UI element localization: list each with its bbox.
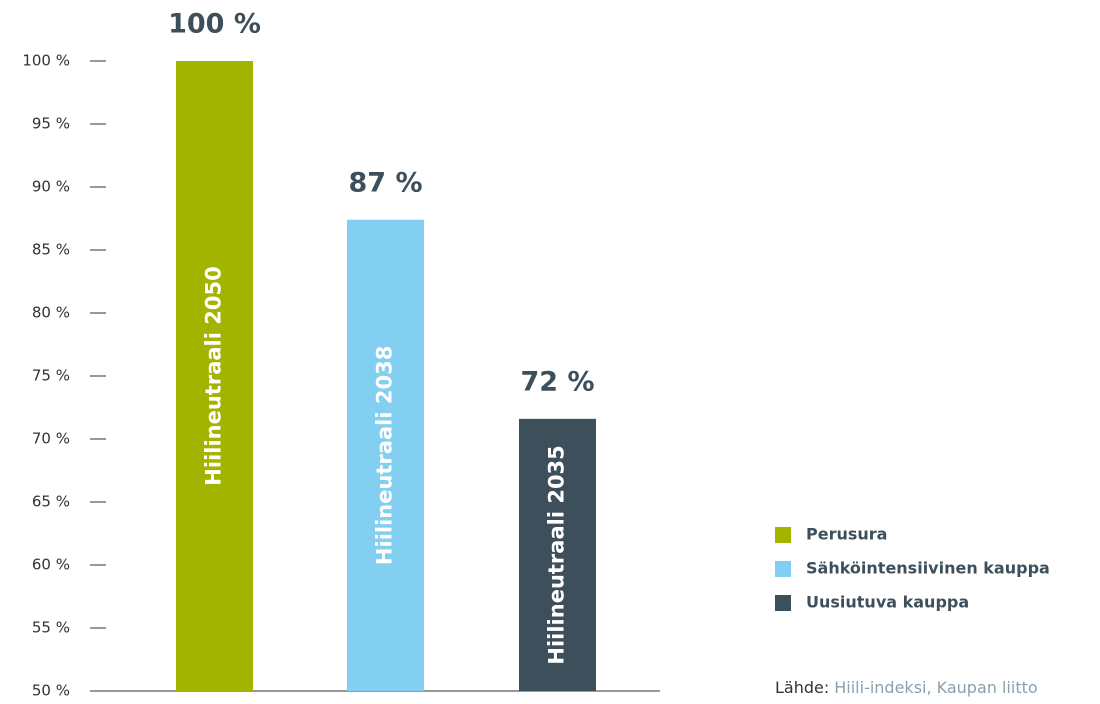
value-label: 87 % <box>348 167 422 198</box>
legend-label: Sähköintensiivinen kauppa <box>806 559 1050 578</box>
source-text: Hiili-indeksi, Kaupan liitto <box>834 678 1037 697</box>
bar <box>176 61 253 691</box>
bar-annotation: Hiilineutraali 2038 <box>373 346 397 565</box>
y-tick-label: 60 % <box>32 556 70 574</box>
y-tick-label: 55 % <box>32 619 70 637</box>
bar-annotation: Hiilineutraali 2050 <box>202 266 226 485</box>
y-tick-label: 65 % <box>32 493 70 511</box>
y-tick-label: 80 % <box>32 304 70 322</box>
y-tick-label: 90 % <box>32 178 70 196</box>
y-tick-label: 100 % <box>22 52 70 70</box>
source-label: Lähde: <box>775 678 829 697</box>
y-tick-label: 75 % <box>32 367 70 385</box>
y-tick-label: 70 % <box>32 430 70 448</box>
y-tick-label: 85 % <box>32 241 70 259</box>
legend-swatch <box>775 561 791 577</box>
bar <box>347 219 424 691</box>
value-label: 100 % <box>168 9 261 40</box>
source: Lähde: Hiili-indeksi, Kaupan liitto <box>775 678 1038 697</box>
legend-label: Perusura <box>806 525 887 544</box>
y-tick-label: 95 % <box>32 115 70 133</box>
bar-annotation: Hiilineutraali 2035 <box>545 445 569 664</box>
legend-swatch <box>775 527 791 543</box>
legend-label: Uusiutuva kauppa <box>806 593 969 612</box>
value-label: 72 % <box>520 366 594 397</box>
bar <box>519 418 596 691</box>
y-tick-label: 50 % <box>32 682 70 700</box>
legend-swatch <box>775 595 791 611</box>
